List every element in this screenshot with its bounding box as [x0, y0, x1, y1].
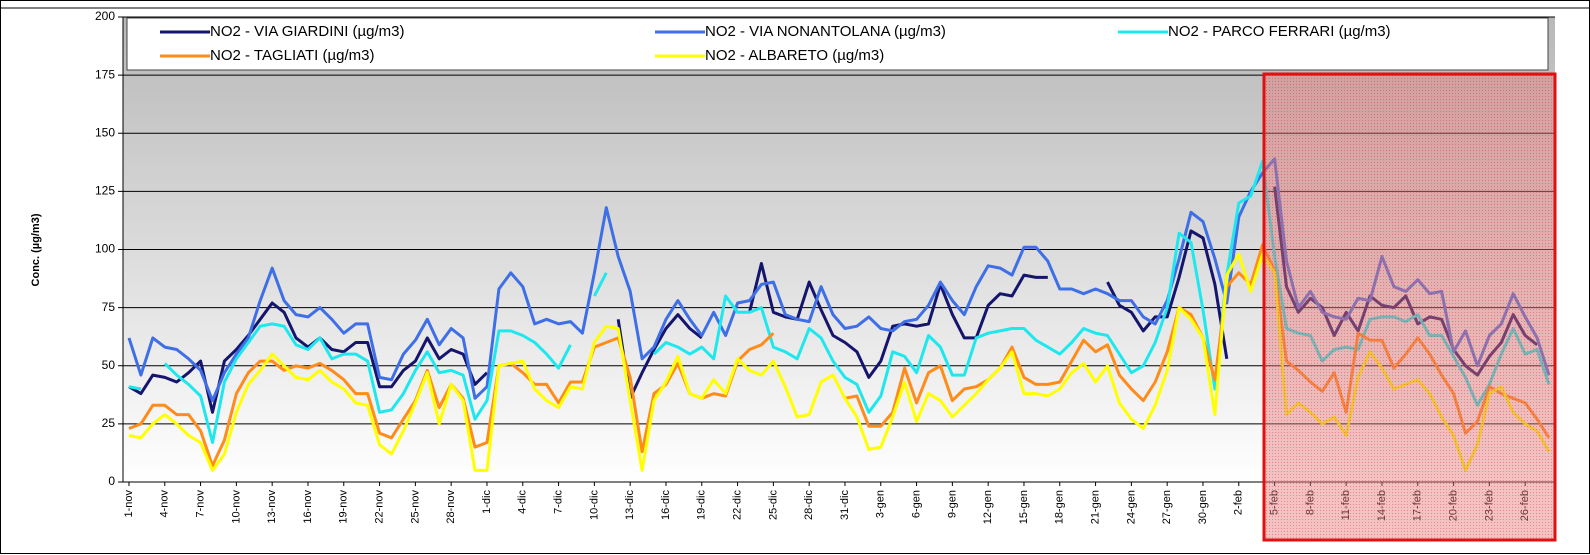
y-tick-label: 125 [95, 184, 115, 198]
x-tick-label: 3-gen [875, 490, 887, 518]
x-tick-label: 27-gen [1161, 490, 1173, 524]
x-tick-label: 12-gen [982, 490, 994, 524]
legend-label: NO2 - VIA GIARDINI (µg/m3) [210, 23, 405, 40]
highlight-box [1262, 72, 1557, 542]
x-tick-label: 13-nov [266, 490, 278, 524]
x-tick-label: 24-gen [1125, 490, 1137, 524]
y-tick-label: 100 [95, 242, 115, 256]
x-tick-label: 31-dic [839, 490, 851, 520]
legend-label: NO2 - TAGLIATI (µg/m3) [210, 47, 375, 64]
legend [126, 17, 1549, 71]
x-tick-label: 30-gen [1197, 490, 1209, 524]
x-tick-label: 18-gen [1054, 490, 1066, 524]
y-tick-label: 150 [95, 125, 115, 139]
legend-label: NO2 - ALBARETO (µg/m3) [705, 47, 884, 64]
y-tick-label: 200 [95, 9, 115, 23]
legend-label: NO2 - VIA NONANTOLANA (µg/m3) [705, 23, 946, 40]
x-tick-label: 1-nov [123, 490, 135, 518]
x-tick-label: 16-dic [660, 490, 672, 520]
x-tick-label: 25-dic [767, 490, 779, 520]
legend-label: NO2 - PARCO FERRARI (µg/m3) [1168, 23, 1391, 40]
x-tick-label: 4-nov [159, 490, 171, 518]
x-tick-label: 13-dic [624, 490, 636, 520]
x-tick-label: 1-dic [481, 490, 493, 514]
x-tick-label: 4-dic [517, 490, 529, 514]
x-tick-label: 15-gen [1018, 490, 1030, 524]
y-tick-label: 175 [95, 67, 115, 81]
x-tick-label: 10-nov [230, 490, 242, 524]
x-tick-label: 28-nov [445, 490, 457, 524]
x-tick-label: 19-nov [338, 490, 350, 524]
y-tick-label: 75 [102, 300, 116, 314]
y-axis-label: Conc. (µg/m3) [30, 213, 42, 286]
series-line [128, 159, 1551, 444]
x-tick-label: 28-dic [803, 490, 815, 520]
y-tick-label: 0 [108, 474, 115, 488]
x-tick-label: 19-dic [696, 490, 708, 520]
x-tick-label: 6-gen [910, 490, 922, 518]
y-tick-label: 50 [102, 358, 116, 372]
x-tick-label: 2-feb [1233, 490, 1245, 515]
x-tick-label: 9-gen [946, 490, 958, 518]
x-tick-label: 21-gen [1089, 490, 1101, 524]
x-tick-label: 7-dic [552, 490, 564, 514]
x-tick-label: 25-nov [409, 490, 421, 524]
y-tick-label: 25 [102, 416, 116, 430]
x-tick-label: 16-nov [302, 490, 314, 524]
x-tick-label: 10-dic [588, 490, 600, 520]
x-tick-label: 7-nov [194, 490, 206, 518]
x-tick-label: 22-nov [373, 490, 385, 524]
x-tick-label: 22-dic [731, 490, 743, 520]
